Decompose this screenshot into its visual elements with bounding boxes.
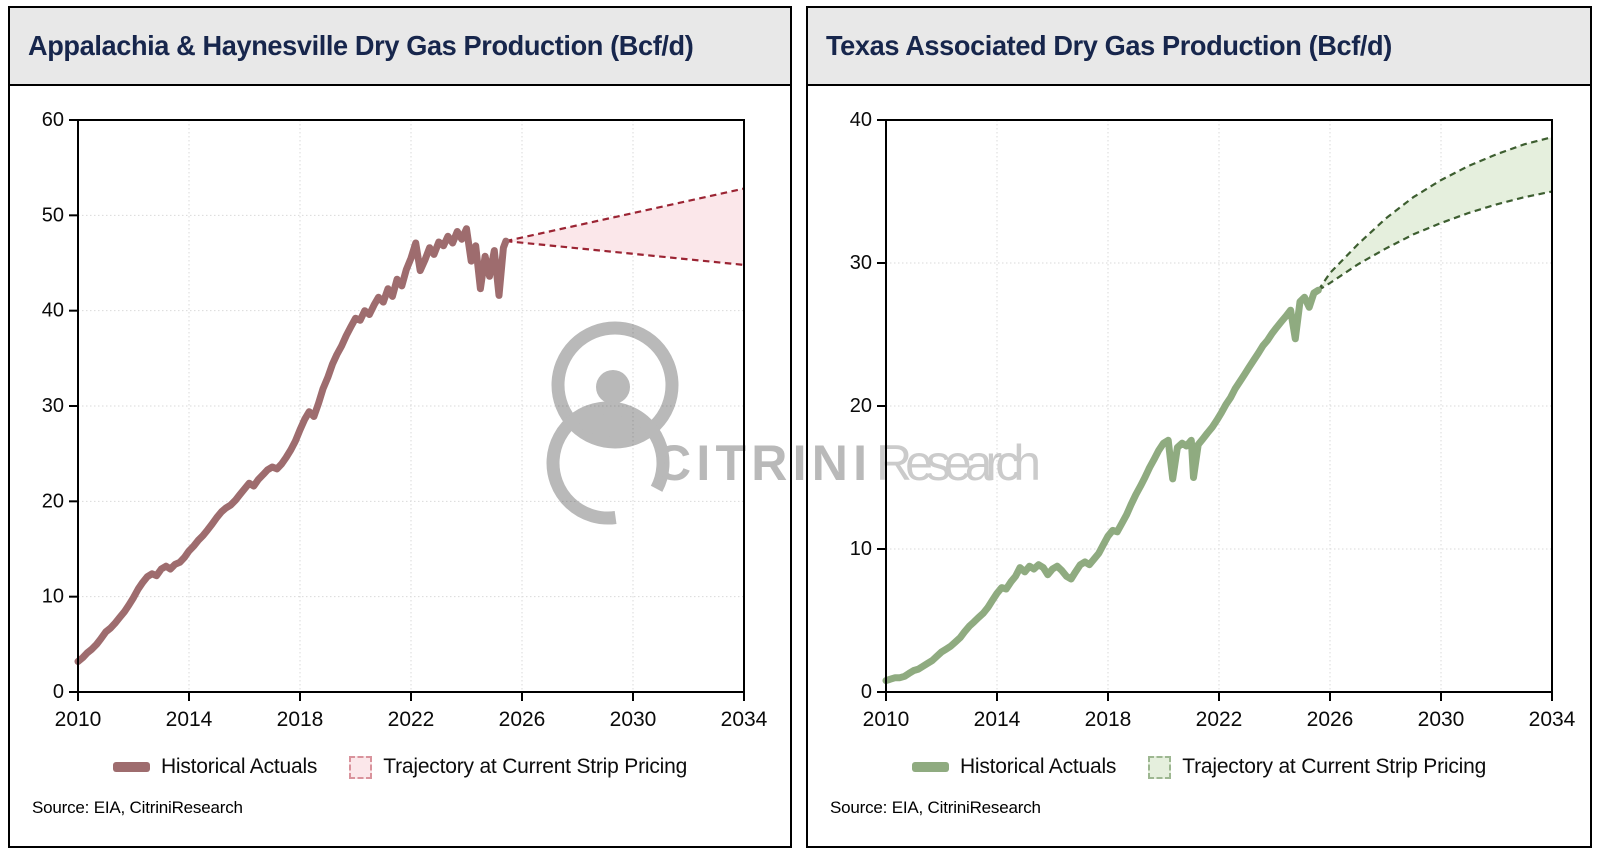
trajectory-band-top-edge	[505, 187, 745, 243]
x-tick-label: 2026	[1307, 708, 1354, 731]
y-tick-label: 60	[42, 109, 64, 131]
trajectory-band-swatch	[349, 755, 373, 779]
legend: Historical Actuals Trajectory at Current…	[808, 746, 1590, 788]
plot-frame	[885, 119, 1553, 693]
y-tick-label: 0	[861, 681, 872, 703]
y-tick-label: 50	[42, 204, 64, 226]
plot-frame	[77, 119, 745, 693]
y-tick-label: 30	[42, 395, 64, 417]
chart-title: Texas Associated Dry Gas Production (Bcf…	[826, 30, 1392, 61]
trajectory-band-top-edge	[1317, 136, 1553, 291]
legend-label-historical: Historical Actuals	[959, 755, 1117, 778]
y-tick-label: 10	[42, 586, 64, 608]
x-tick-label: 2018	[1085, 708, 1132, 731]
chart-title-bar: Texas Associated Dry Gas Production (Bcf…	[808, 8, 1590, 86]
trajectory-band-fill	[1318, 137, 1552, 291]
x-tick-label: 2010	[863, 708, 910, 731]
x-tick-label: 2030	[610, 708, 657, 731]
x-tick-label: 2018	[277, 708, 324, 731]
legend-label-trajectory: Trajectory at Current Strip Pricing	[383, 755, 688, 778]
y-tick-label: 30	[850, 252, 872, 274]
trajectory-band-bottom-edge	[1317, 190, 1553, 292]
chart-title: Appalachia & Haynesville Dry Gas Product…	[28, 30, 694, 61]
historical-line-swatch	[112, 762, 150, 772]
y-tick-label: 40	[850, 109, 872, 131]
chart-card-appalachia: Appalachia & Haynesville Dry Gas Product…	[8, 6, 792, 848]
historical-actuals-line	[74, 225, 510, 665]
chart-card-texas: Texas Associated Dry Gas Production (Bcf…	[806, 6, 1592, 848]
appalachia-haynesville-chart: 2010 2014 2018 2022 2026 2030 2034010203040506…	[42, 109, 768, 731]
historical-actuals-line	[882, 286, 1322, 685]
trajectory-band-fill	[505, 188, 744, 265]
trajectory-band-bottom-edge	[505, 240, 745, 266]
x-tick-label: 2014	[974, 708, 1021, 731]
historical-line-swatch	[911, 762, 949, 772]
chart-title-bar: Appalachia & Haynesville Dry Gas Product…	[10, 8, 790, 86]
source-note: Source: EIA, CitriniResearch	[830, 798, 1041, 817]
y-tick-label: 20	[850, 395, 872, 417]
y-tick-label: 40	[42, 300, 64, 322]
y-tick-label: 10	[850, 538, 872, 560]
legend-label-trajectory: Trajectory at Current Strip Pricing	[1182, 755, 1487, 778]
x-tick-label: 2022	[1196, 708, 1243, 731]
x-tick-label: 2010	[55, 708, 102, 731]
x-tick-label: 2026	[499, 708, 546, 731]
x-tick-label: 2030	[1418, 708, 1465, 731]
x-tick-label: 2034	[721, 708, 768, 731]
trajectory-band-swatch	[1148, 755, 1172, 779]
y-tick-label: 20	[42, 490, 64, 512]
legend: Historical Actuals Trajectory at Current…	[10, 746, 790, 788]
legend-label-historical: Historical Actuals	[160, 755, 318, 778]
source-note: Source: EIA, CitriniResearch	[32, 798, 243, 817]
x-tick-label: 2014	[166, 708, 213, 731]
x-tick-label: 2022	[388, 708, 435, 731]
x-tick-label: 2034	[1529, 708, 1576, 731]
y-tick-label: 0	[53, 681, 64, 703]
